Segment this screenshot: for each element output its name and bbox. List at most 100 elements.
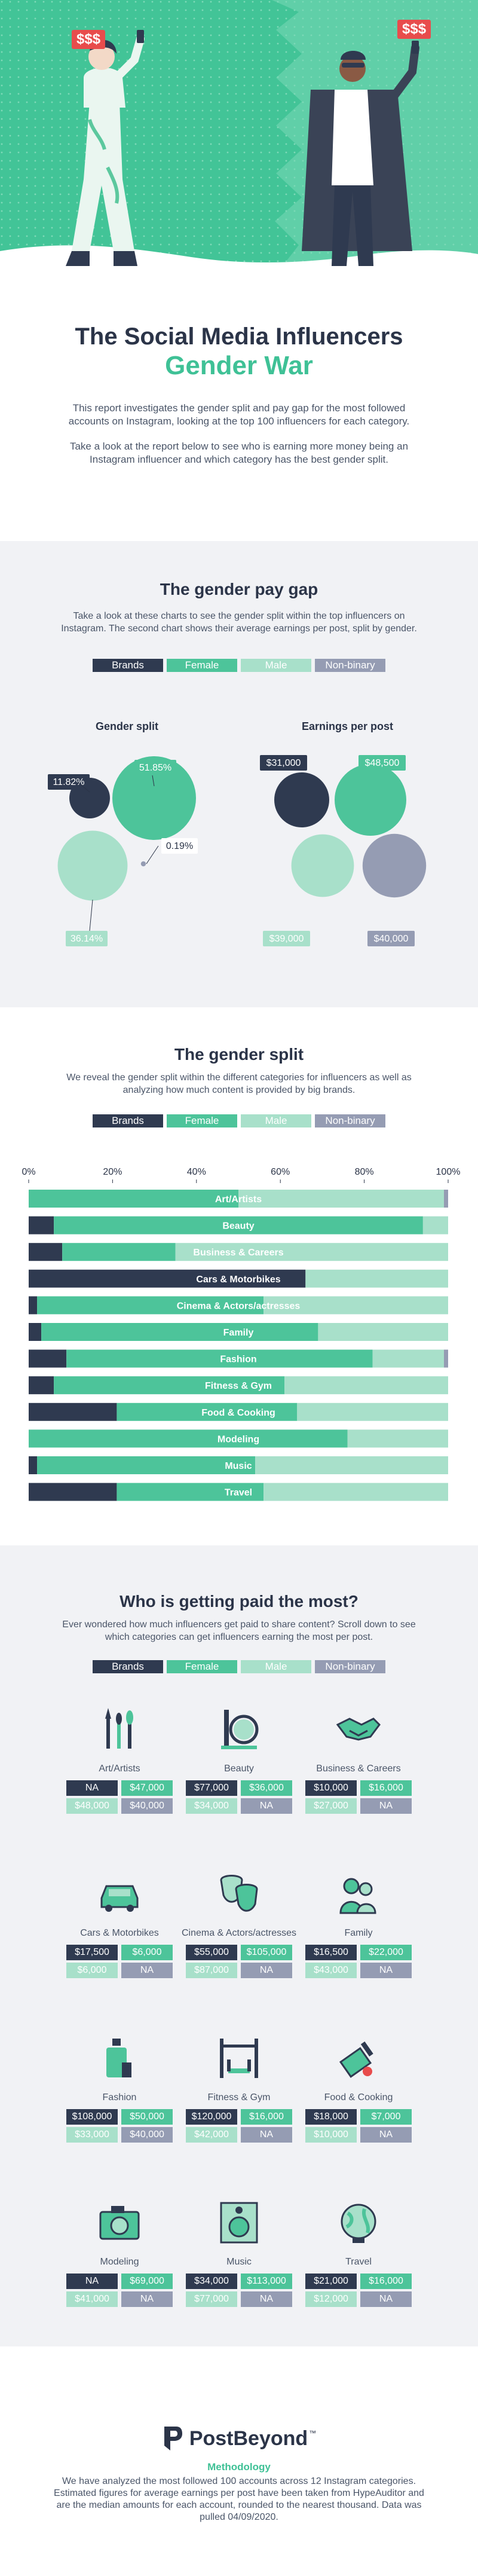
paid-item-label: Fashion bbox=[102, 2092, 137, 2103]
pay-female: $105,000 bbox=[241, 1945, 292, 1960]
earnings-title: Earnings per post bbox=[302, 720, 394, 732]
paid-item: Travel $21,000 $16,000 $12,000 NA bbox=[281, 2200, 436, 2308]
category-label: Fashion bbox=[220, 1355, 256, 1365]
masks-icon bbox=[161, 1871, 317, 1920]
pay-nonbinary: NA bbox=[241, 2291, 292, 2307]
methodology-title: Methodology bbox=[207, 2461, 271, 2473]
pay-brands: $18,000 bbox=[305, 2109, 357, 2125]
pay-female: $7,000 bbox=[360, 2109, 412, 2125]
legend-brands: Brands bbox=[93, 1660, 163, 1673]
pay-female: $16,000 bbox=[360, 1780, 412, 1796]
bubble-label: 11.82% bbox=[53, 777, 84, 787]
paid-item: Business & Careers $10,000 $16,000 $27,000 N… bbox=[281, 1707, 436, 1815]
split-description: We reveal the gender split within the di… bbox=[66, 1072, 412, 1095]
brushes-icon bbox=[42, 1707, 197, 1755]
bar-female bbox=[117, 1483, 264, 1501]
pay-nonbinary: NA bbox=[241, 1798, 292, 1814]
x-tick-label: 80% bbox=[355, 1167, 374, 1177]
camera-icon bbox=[42, 2200, 197, 2248]
x-tick-label: 20% bbox=[103, 1167, 122, 1177]
bar-brands bbox=[29, 1376, 54, 1395]
paid-item-label: Fitness & Gym bbox=[207, 2092, 271, 2103]
postbeyond-logo-icon bbox=[164, 2427, 182, 2450]
bubble-label-bg bbox=[48, 774, 90, 790]
legend-male: Male bbox=[241, 1660, 311, 1673]
male-figure bbox=[302, 41, 419, 266]
paid-item: Fitness & Gym $120,000 $16,000 $42,000 NA bbox=[161, 2036, 317, 2144]
bar-female bbox=[54, 1216, 423, 1234]
bar-male bbox=[297, 1402, 448, 1421]
pay-male: $10,000 bbox=[305, 2127, 357, 2143]
legend-brands: Brands bbox=[93, 659, 163, 672]
page-title-accent: Gender War bbox=[165, 351, 313, 380]
pay-female: $22,000 bbox=[360, 1945, 412, 1960]
pay-nonbinary: NA bbox=[121, 2291, 173, 2307]
paid-item: Cinema & Actors/actresses $55,000 $105,000… bbox=[161, 1871, 317, 1979]
paid-item-label: Art/Artists bbox=[99, 1764, 140, 1774]
family-icon bbox=[281, 1871, 436, 1920]
bar-male bbox=[175, 1243, 448, 1261]
split-legend: Brands Female Male Non-binary bbox=[0, 1114, 478, 1127]
bubble-label: $48,500 bbox=[365, 758, 400, 768]
pay-nonbinary: $40,000 bbox=[121, 2127, 173, 2143]
bubble-label-bg bbox=[260, 755, 307, 771]
methodology-text: We have analyzed the most followed 100 a… bbox=[54, 2476, 424, 2522]
pay-female: $69,000 bbox=[121, 2274, 173, 2289]
bar-brands bbox=[29, 1456, 38, 1474]
x-tick-label: 40% bbox=[187, 1167, 206, 1177]
paygap-description: Take a look at these charts to see the g… bbox=[61, 611, 417, 634]
brand-logo: PostBeyond ™ bbox=[0, 2425, 478, 2452]
bubble-label-bg bbox=[66, 931, 108, 946]
legend-male: Male bbox=[241, 1114, 311, 1127]
legend-female: Female bbox=[167, 1660, 237, 1673]
pay-nonbinary: NA bbox=[360, 2127, 412, 2143]
bar-brands bbox=[29, 1323, 42, 1341]
car-icon bbox=[42, 1871, 197, 1920]
bar-female bbox=[29, 1429, 348, 1448]
money-badge-left: $$$ bbox=[72, 30, 106, 49]
pay-male: $33,000 bbox=[66, 2127, 118, 2143]
money-badge-right-text: $$$ bbox=[402, 21, 427, 37]
paid-item-label: Cinema & Actors/actresses bbox=[181, 1928, 297, 1938]
pay-male: $34,000 bbox=[186, 1798, 237, 1814]
paid-item: Music $34,000 $113,000 $77,000 NA bbox=[161, 2200, 317, 2308]
barbell-icon bbox=[161, 2036, 317, 2084]
intro-paragraph-2: Take a look at the report below to see w… bbox=[69, 441, 409, 465]
pay-nonbinary: NA bbox=[241, 2127, 292, 2143]
paygap-section: The gender pay gap Take a look at these … bbox=[0, 541, 478, 1007]
paid-item-label: Business & Careers bbox=[316, 1764, 401, 1774]
x-tick-label: 100% bbox=[436, 1167, 461, 1177]
pay-brands: NA bbox=[66, 1780, 118, 1796]
paid-title: Who is getting paid the most? bbox=[120, 1592, 358, 1611]
paid-item-label: Food & Cooking bbox=[324, 2092, 393, 2103]
bar-female bbox=[37, 1296, 264, 1315]
money-badge-left-text: $$$ bbox=[76, 31, 101, 47]
legend-nonbinary: Non-binary bbox=[315, 1660, 385, 1673]
bubble-label: $39,000 bbox=[269, 934, 304, 944]
bar-brands bbox=[29, 1402, 117, 1421]
female-figure bbox=[66, 30, 145, 266]
category-label: Food & Cooking bbox=[201, 1408, 275, 1418]
money-badge-right: $$$ bbox=[397, 20, 431, 39]
intro-section: The Social Media Influencers Gender War … bbox=[0, 323, 478, 466]
bubble-label-bg bbox=[134, 760, 176, 775]
bar-male bbox=[347, 1429, 448, 1448]
gender-split-bar-chart: 0% 20% 40% 60% 80% 100% Art/Artists Beauty Busin… bbox=[22, 1167, 461, 1501]
bar-male bbox=[263, 1483, 448, 1501]
legend-female: Female bbox=[167, 1114, 237, 1127]
handshake-icon bbox=[281, 1707, 436, 1755]
bar-male bbox=[372, 1349, 444, 1368]
paid-item-label: Beauty bbox=[224, 1764, 254, 1774]
pay-brands: $16,500 bbox=[305, 1945, 357, 1960]
paid-description: Ever wondered how much influencers get p… bbox=[62, 1619, 416, 1642]
bubble-label-bg bbox=[358, 755, 406, 771]
bar-female bbox=[62, 1243, 176, 1261]
bubble-female-1 bbox=[335, 764, 406, 836]
pay-female: $36,000 bbox=[241, 1780, 292, 1796]
bar-male bbox=[422, 1216, 448, 1234]
bar-non-binary bbox=[443, 1190, 448, 1208]
connector-line bbox=[77, 781, 90, 793]
bubble-label: 51.85% bbox=[139, 763, 171, 773]
x-tick-label: 0% bbox=[22, 1167, 35, 1177]
pay-female: $50,000 bbox=[121, 2109, 173, 2125]
